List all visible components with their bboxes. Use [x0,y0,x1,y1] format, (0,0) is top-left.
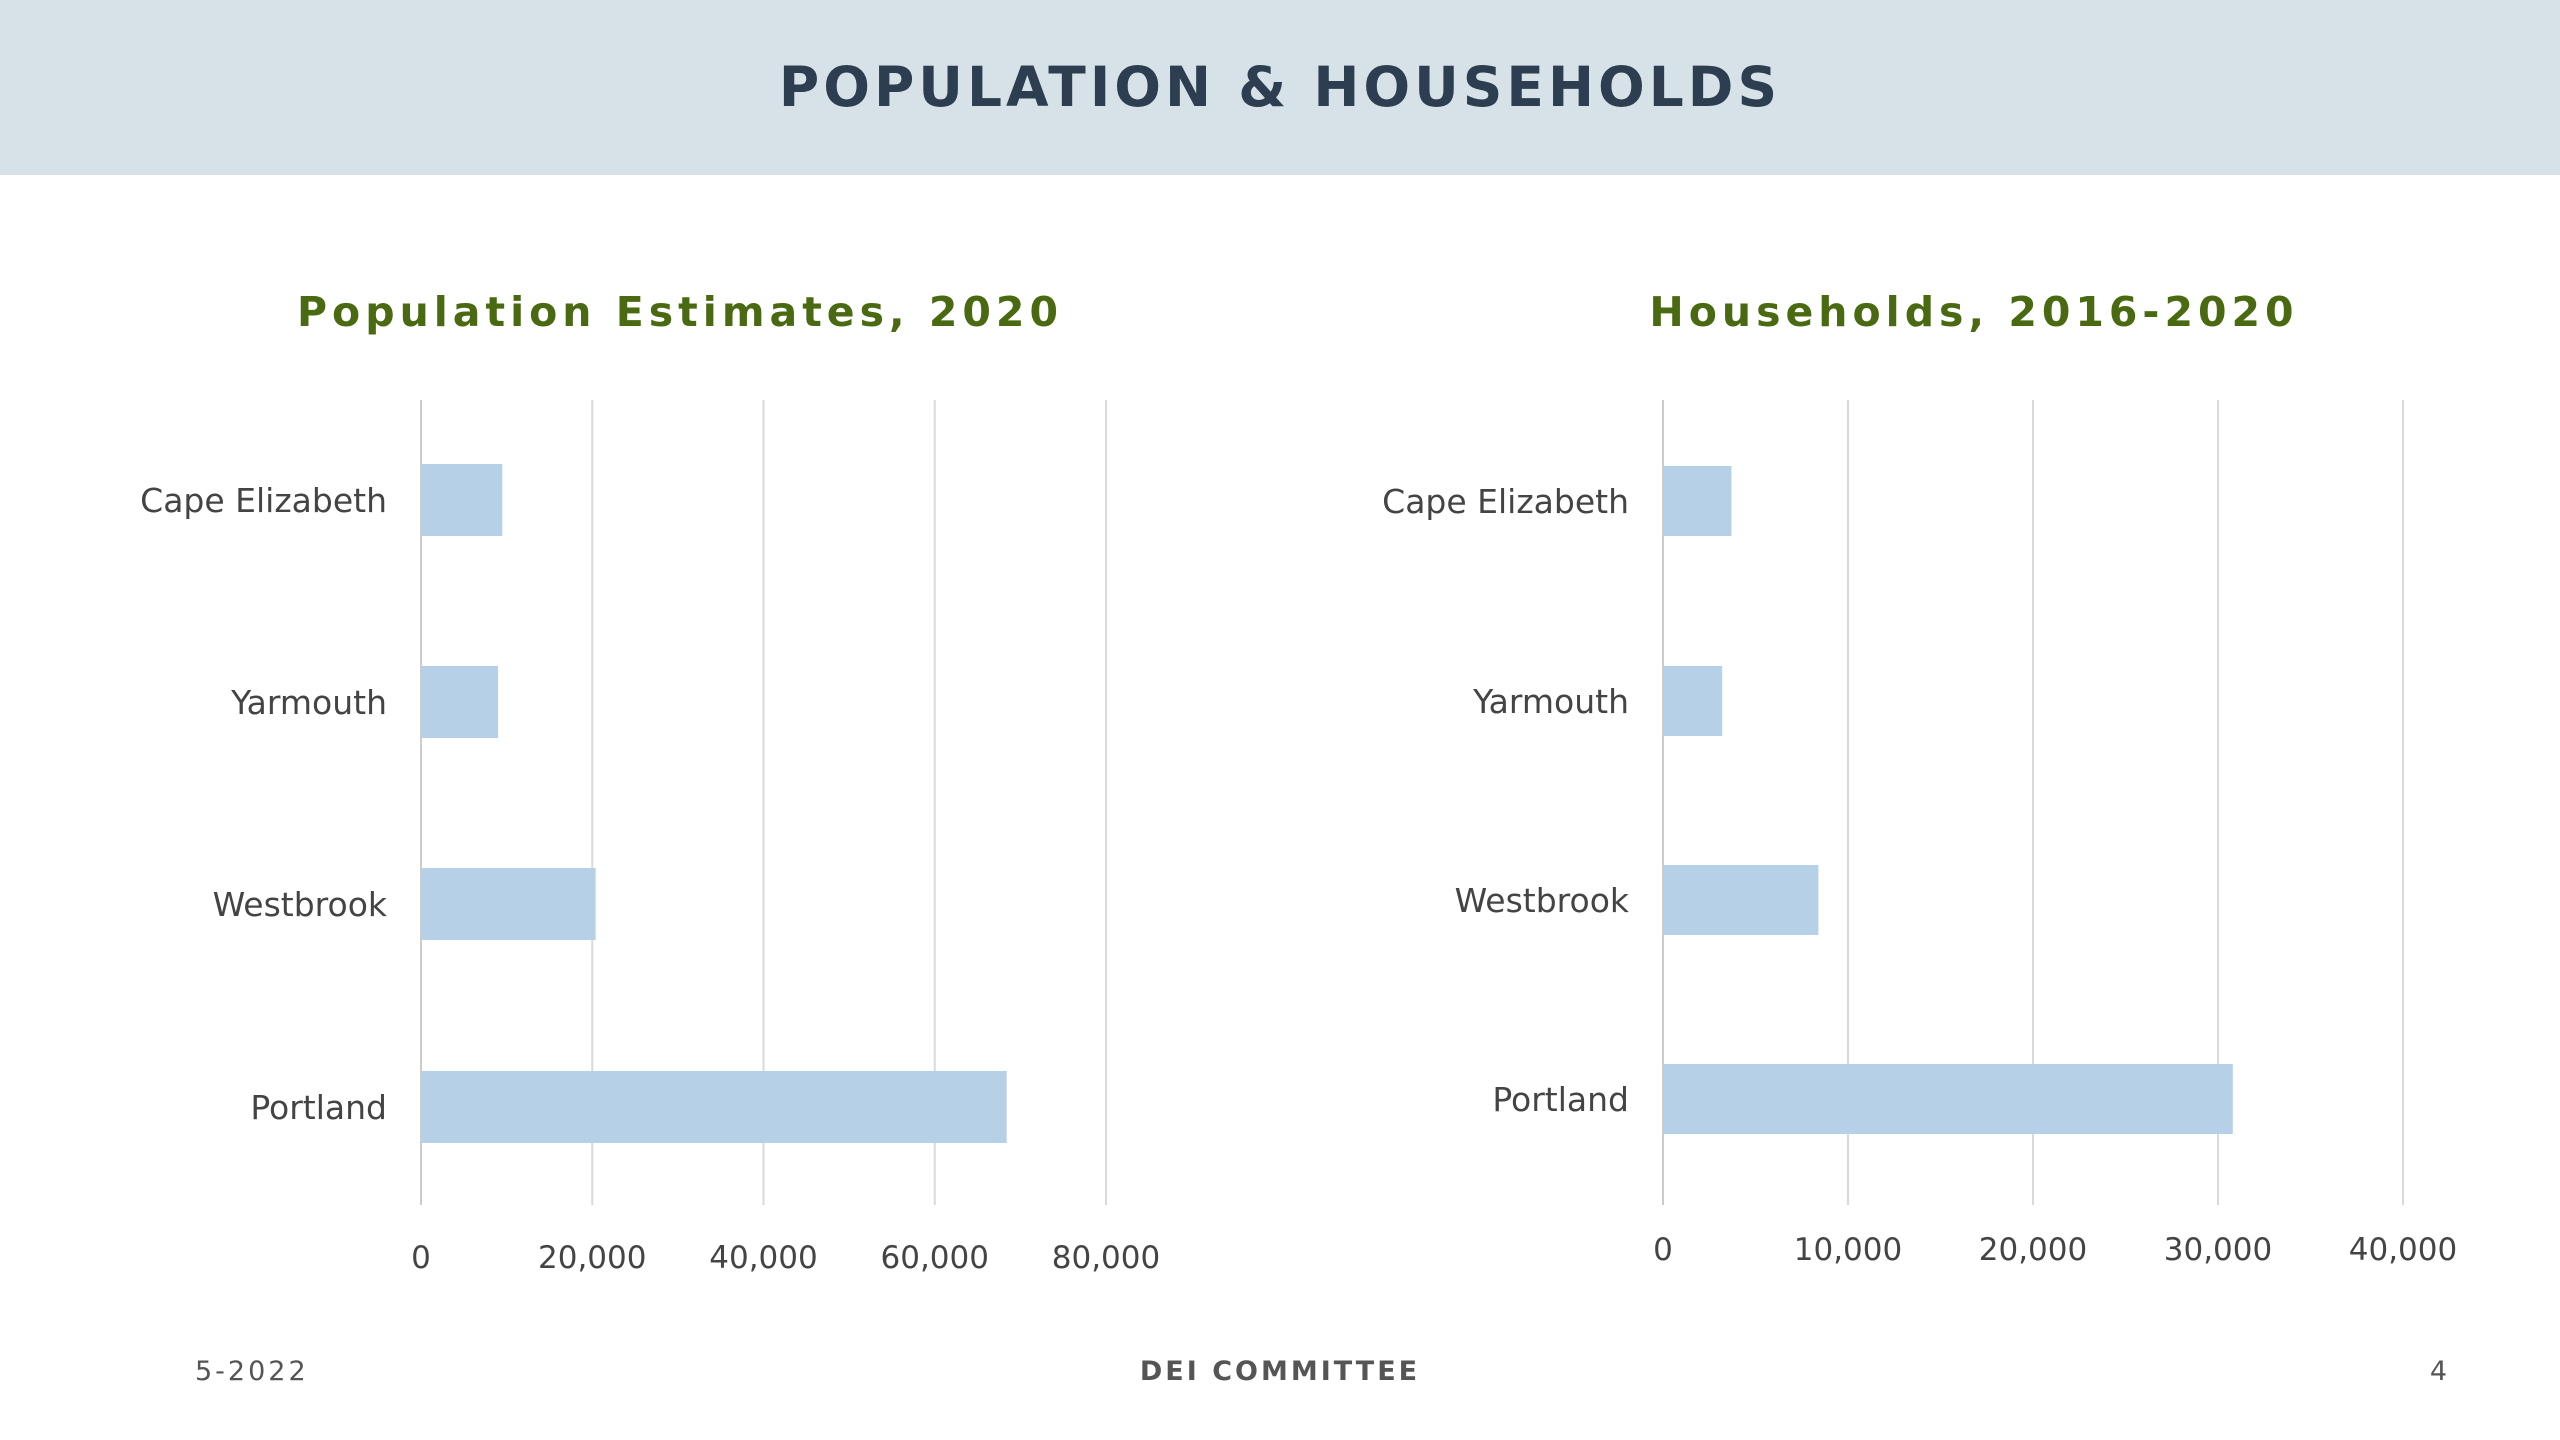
households-category-label-1: Yarmouth [1472,682,1629,721]
population-tick-label-3: 60,000 [881,1240,989,1276]
households-tick-label-2: 20,000 [1979,1232,2087,1268]
population-category-label-1: Yarmouth [230,683,387,722]
population-tick-label-4: 80,000 [1052,1240,1160,1276]
households-category-label-2: Westbrook [1455,881,1630,920]
footer-date: 5-2022 [195,1356,309,1387]
page-title: POPULATION & HOUSEHOLDS [778,55,1782,119]
population-bar-1 [421,666,499,738]
households-bar-3 [1663,1064,2233,1134]
households-tick-label-3: 30,000 [2164,1232,2272,1268]
population-bar-0 [421,464,503,536]
footer-committee: DEI COMMITTEE [1139,1356,1421,1387]
households-bar-2 [1663,865,1819,935]
chart-title-population: Population Estimates, 2020 [297,288,1063,336]
population-category-label-2: Westbrook [213,885,388,924]
header-banner [0,0,2560,175]
population-tick-label-1: 20,000 [538,1240,646,1276]
households-category-label-0: Cape Elizabeth [1382,482,1629,521]
households-category-label-3: Portland [1492,1080,1629,1119]
population-bar-2 [421,868,596,940]
population-category-label-0: Cape Elizabeth [140,481,387,520]
households-tick-label-1: 10,000 [1794,1232,1902,1268]
chart-title-households: Households, 2016-2020 [1649,288,2299,336]
households-bar-1 [1663,666,1723,736]
population-tick-label-2: 40,000 [709,1240,817,1276]
footer-page-number: 4 [2429,1356,2450,1387]
population-tick-label-0: 0 [411,1240,431,1276]
households-bar-0 [1663,466,1732,536]
population-category-label-3: Portland [250,1088,387,1127]
households-tick-label-0: 0 [1653,1232,1673,1268]
households-tick-label-4: 40,000 [2349,1232,2457,1268]
population-bar-3 [421,1071,1007,1143]
